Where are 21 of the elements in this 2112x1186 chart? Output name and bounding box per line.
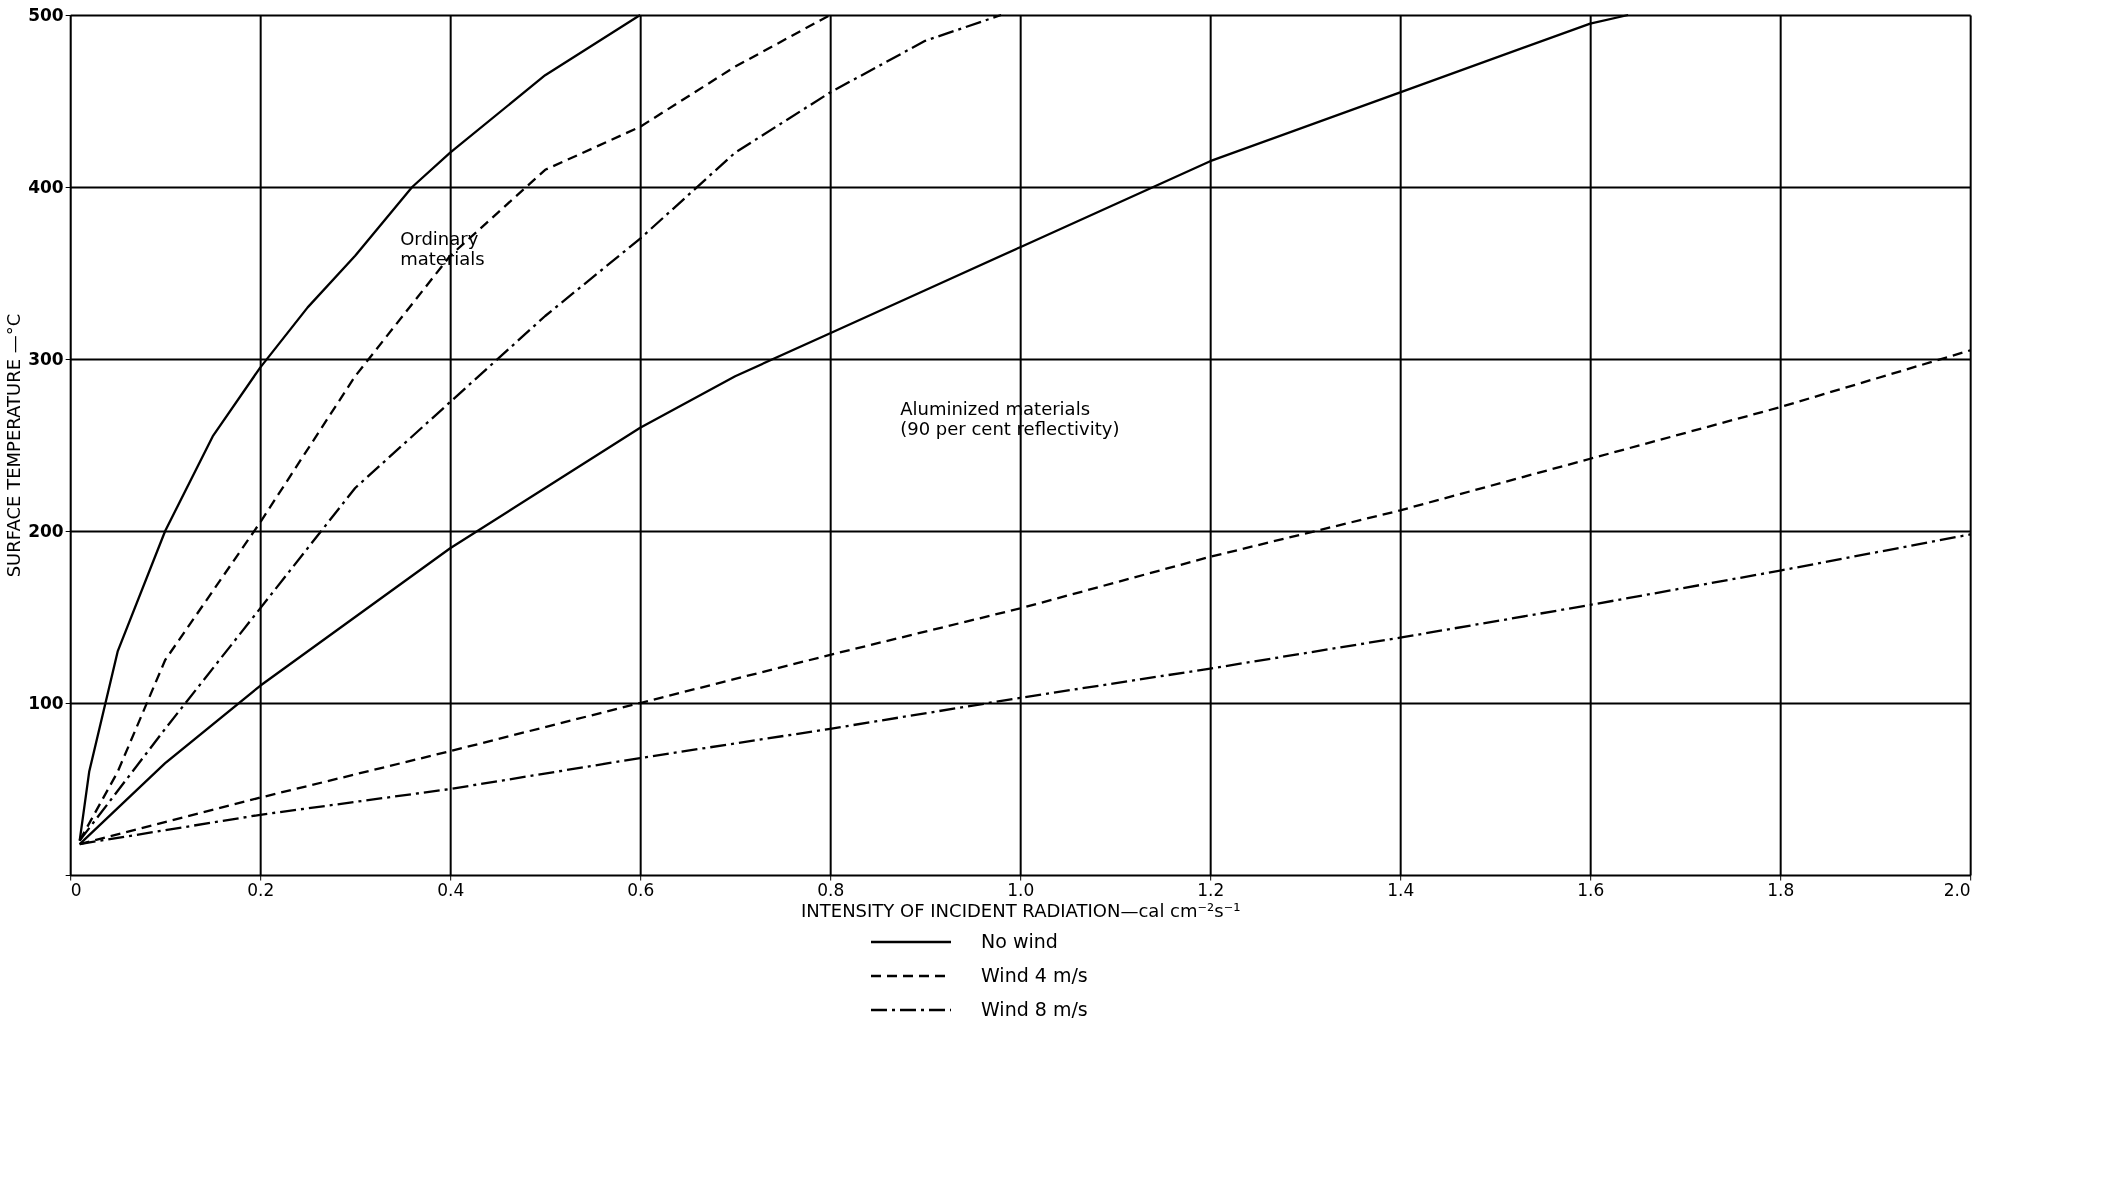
legend-label: Wind 4 m/s: [981, 964, 1088, 986]
y-tick-label: 500: [28, 4, 64, 25]
x-tick-label: 1.4: [1387, 879, 1415, 900]
x-tick-label: 0.4: [437, 879, 465, 900]
x-tick-label: 0.2: [247, 879, 275, 900]
x-tick-label: 0: [70, 879, 82, 900]
y-tick-label: 100: [28, 692, 64, 713]
legend-label: Wind 8 m/s: [981, 998, 1088, 1020]
x-tick-label: 1.2: [1197, 879, 1225, 900]
x-tick-label: 0.6: [627, 879, 655, 900]
y-tick-label: 200: [28, 520, 64, 541]
legend-label: No wind: [981, 930, 1058, 952]
y-tick-label: 300: [28, 348, 64, 369]
x-tick-label: 1.0: [1007, 879, 1035, 900]
x-tick-label: 2.0: [1943, 879, 1971, 900]
y-axis-title: SURFACE TEMPERATURE —°C: [3, 313, 25, 578]
x-tick-label: 1.6: [1577, 879, 1605, 900]
y-tick-label: 400: [28, 176, 64, 197]
x-tick-label: 1.8: [1767, 879, 1795, 900]
x-tick-label: 0.8: [817, 879, 845, 900]
x-axis-title: INTENSITY OF INCIDENT RADIATION—cal cm⁻²s⁻¹: [800, 899, 1241, 921]
